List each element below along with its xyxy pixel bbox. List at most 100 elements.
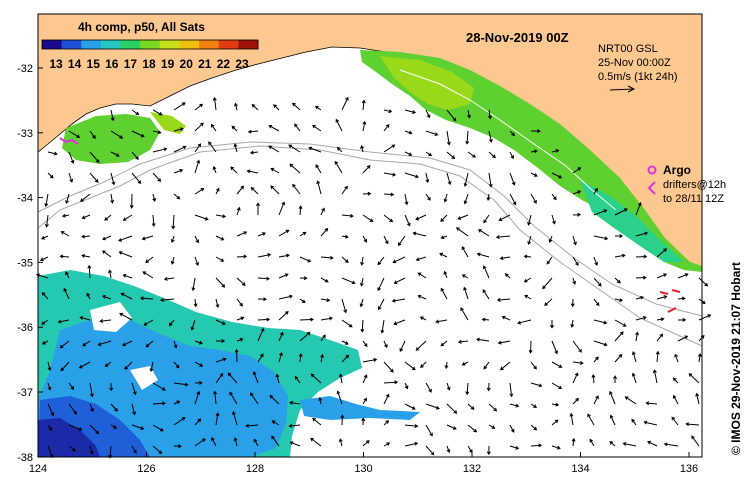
current-arrow-icon: [338, 373, 343, 384]
current-arrow-icon: [509, 445, 520, 450]
current-arrow-icon: [275, 373, 280, 384]
current-arrow-icon: [278, 331, 284, 342]
current-arrow-icon: [509, 424, 515, 433]
current-arrow-icon: [89, 424, 100, 435]
current-arrow-icon: [569, 412, 574, 426]
current-arrow-icon: [278, 253, 290, 258]
current-arrow-icon: [211, 437, 217, 447]
current-arrow-icon: [656, 273, 668, 279]
current-arrow-icon: [299, 317, 314, 322]
current-arrow-icon: [380, 319, 385, 334]
current-arrow-icon: [517, 319, 532, 325]
current-arrow-icon: [362, 214, 374, 222]
current-arrow-icon: [496, 297, 511, 302]
current-arrow-icon: [257, 253, 272, 258]
current-arrow-icon: [551, 361, 563, 368]
current-arrow-icon: [194, 235, 199, 244]
colorbar-segment: [199, 40, 220, 49]
colorbar-segment: [100, 40, 122, 49]
current-arrow-icon: [463, 172, 469, 187]
current-arrow-icon: [341, 319, 353, 328]
current-arrow-icon: [697, 353, 702, 363]
current-arrow-icon: [499, 361, 511, 371]
current-arrow-icon: [60, 231, 70, 237]
current-arrow-icon: [57, 319, 70, 324]
current-arrow-icon: [460, 307, 469, 321]
current-arrow-icon: [698, 277, 709, 287]
current-arrow-icon: [194, 361, 204, 367]
current-arrow-icon: [443, 193, 448, 203]
current-arrow-icon: [527, 235, 532, 246]
current-arrow-icon: [230, 166, 238, 174]
current-arrow-icon: [216, 339, 226, 344]
current-arrow-icon: [191, 277, 196, 292]
current-arrow-icon: [270, 185, 280, 195]
current-arrow-icon: [652, 369, 658, 384]
current-arrow-icon: [89, 130, 96, 139]
current-arrow-icon: [335, 118, 343, 132]
current-arrow-icon: [234, 348, 239, 363]
current-arrow-icon: [404, 423, 419, 428]
current-arrow-icon: [544, 298, 553, 306]
current-arrow-icon: [234, 102, 238, 111]
current-arrow-icon: [483, 214, 490, 224]
current-arrow-icon: [340, 414, 345, 426]
current-arrow-icon: [488, 424, 496, 429]
current-arrow-icon: [530, 149, 538, 154]
current-arrow-icon: [59, 340, 70, 349]
current-arrow-icon: [530, 382, 543, 388]
current-arrow-icon: [677, 296, 686, 301]
colorbar-tick-label: 18: [142, 57, 156, 71]
current-arrow-icon: [152, 172, 162, 182]
current-arrow-icon: [152, 382, 166, 391]
y-tick-label: -33: [17, 128, 33, 140]
current-arrow-icon: [170, 256, 175, 265]
current-arrow-icon: [341, 213, 354, 218]
colorbar-segment: [120, 40, 141, 49]
current-arrow-icon: [404, 172, 420, 179]
current-arrow-icon: [193, 298, 198, 308]
current-arrow-icon: [82, 340, 91, 347]
y-tick-label: -38: [17, 452, 33, 464]
current-arrow-icon: [215, 298, 220, 309]
current-arrow-icon: [47, 403, 55, 417]
current-arrow-icon: [173, 417, 186, 426]
current-arrow-icon: [173, 361, 180, 369]
current-arrow-icon: [530, 129, 541, 134]
current-arrow-icon: [236, 206, 241, 216]
colorbar-frame: [41, 39, 259, 50]
current-arrow-icon: [645, 401, 658, 406]
current-arrow-icon: [609, 441, 616, 447]
current-arrow-icon: [383, 380, 399, 385]
current-arrow-icon: [212, 96, 217, 111]
current-arrow-icon: [530, 193, 537, 204]
current-arrow-icon: [672, 377, 679, 384]
current-arrow-icon: [236, 316, 245, 321]
current-arrow-icon: [509, 172, 516, 186]
current-arrow-icon: [362, 120, 367, 132]
current-arrow-icon: [404, 361, 416, 371]
colorbar-segment: [140, 40, 161, 49]
colorbar-tick-label: 15: [87, 57, 101, 71]
current-arrow-icon: [173, 127, 184, 132]
current-arrow-icon: [194, 143, 202, 153]
current-arrow-icon: [467, 151, 476, 158]
current-arrow-icon: [102, 235, 112, 241]
current-arrow-icon: [68, 172, 74, 183]
current-arrow-icon: [68, 151, 75, 164]
current-arrow-icon: [495, 235, 511, 240]
current-arrow-icon: [299, 298, 306, 304]
current-arrow-icon: [249, 150, 259, 155]
current-arrow-icon: [361, 417, 366, 426]
current-arrow-icon: [467, 109, 471, 119]
current-arrow-icon: [208, 141, 217, 153]
current-arrow-icon: [210, 123, 217, 132]
current-arrow-icon: [257, 317, 271, 322]
current-arrow-icon: [656, 248, 668, 258]
current-arrow-icon: [131, 172, 142, 185]
current-arrow-icon: [81, 214, 91, 220]
current-arrow-icon: [108, 445, 113, 459]
current-arrow-icon: [524, 294, 532, 300]
current-arrow-icon: [338, 438, 343, 447]
current-arrow-icon: [68, 445, 76, 452]
